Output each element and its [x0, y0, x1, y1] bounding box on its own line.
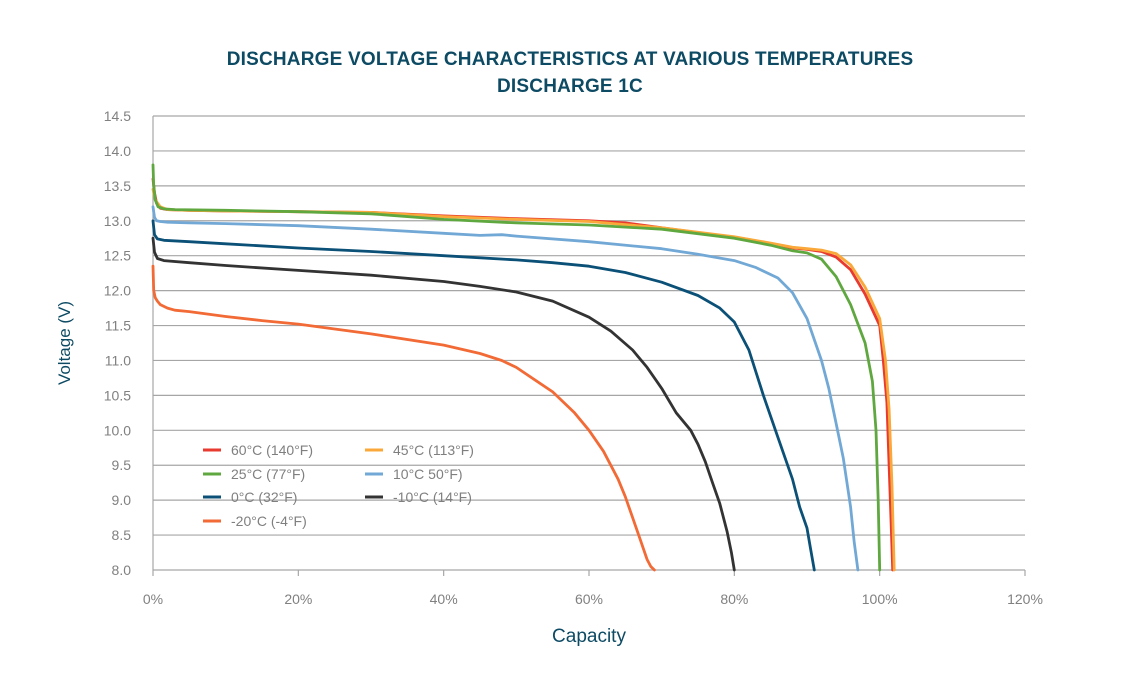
y-tick-label: 8.0 [112, 562, 132, 578]
x-tick-label: 40% [430, 591, 458, 607]
axes: 8.0 8.5 9.0 9.5 10.0 10.5 11.0 11.5 12.0 12.5 13.0… [104, 108, 1043, 607]
y-tick-label: 10.5 [104, 387, 131, 403]
legend-label: 25°C (77°F) [231, 466, 305, 482]
x-tick-label: 20% [284, 591, 312, 607]
y-tick-label: 12.0 [104, 283, 131, 299]
y-tick-label: 9.5 [112, 457, 132, 473]
y-tick-label: 13.0 [104, 213, 131, 229]
series-lines [151, 163, 896, 572]
chart-subtitle: DISCHARGE 1C [497, 76, 643, 97]
y-tick-label: 11.5 [105, 318, 131, 334]
legend-label: 60°C (140°F) [231, 442, 313, 458]
y-tick-label: 9.0 [112, 492, 132, 508]
series-line-5 [151, 236, 736, 572]
y-tick-label: 13.5 [104, 178, 131, 194]
x-axis-label: Capacity [552, 626, 626, 647]
y-tick-label: 12.5 [104, 248, 131, 264]
legend-label: 10°C 50°F) [393, 466, 463, 482]
series-line-2 [151, 163, 882, 572]
x-tick-label: 0% [143, 591, 163, 607]
y-tick-label: 14.0 [104, 143, 131, 159]
y-axis-label: Voltage (V) [55, 301, 74, 385]
legend: 60°C (140°F) 45°C (113°F) 25°C (77°F) 10°C … [203, 442, 474, 529]
x-tick-label: 120% [1007, 591, 1043, 607]
legend-label: -20°C (-4°F) [231, 513, 307, 529]
series-line-6 [151, 264, 656, 572]
legend-label: 45°C (113°F) [393, 442, 474, 458]
chart-title: DISCHARGE VOLTAGE CHARACTERISTICS AT VAR… [226, 49, 914, 70]
legend-label: 0°C (32°F) [231, 489, 297, 505]
legend-label: -10°C (14°F) [393, 489, 472, 505]
x-tick-label: 80% [720, 591, 748, 607]
y-tick-label: 14.5 [104, 108, 131, 124]
series-line-3 [151, 205, 860, 572]
x-tick-label: 100% [862, 591, 898, 607]
y-tick-label: 11.0 [105, 352, 131, 368]
y-tick-label: 8.5 [112, 527, 132, 543]
x-tick-label: 60% [575, 591, 603, 607]
series-line-4 [151, 219, 816, 572]
y-tick-label: 10.0 [104, 422, 131, 438]
